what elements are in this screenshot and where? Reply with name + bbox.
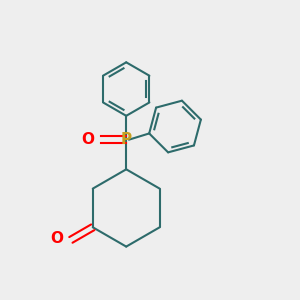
Text: O: O bbox=[81, 132, 94, 147]
Text: O: O bbox=[50, 231, 64, 246]
Text: P: P bbox=[121, 132, 132, 147]
